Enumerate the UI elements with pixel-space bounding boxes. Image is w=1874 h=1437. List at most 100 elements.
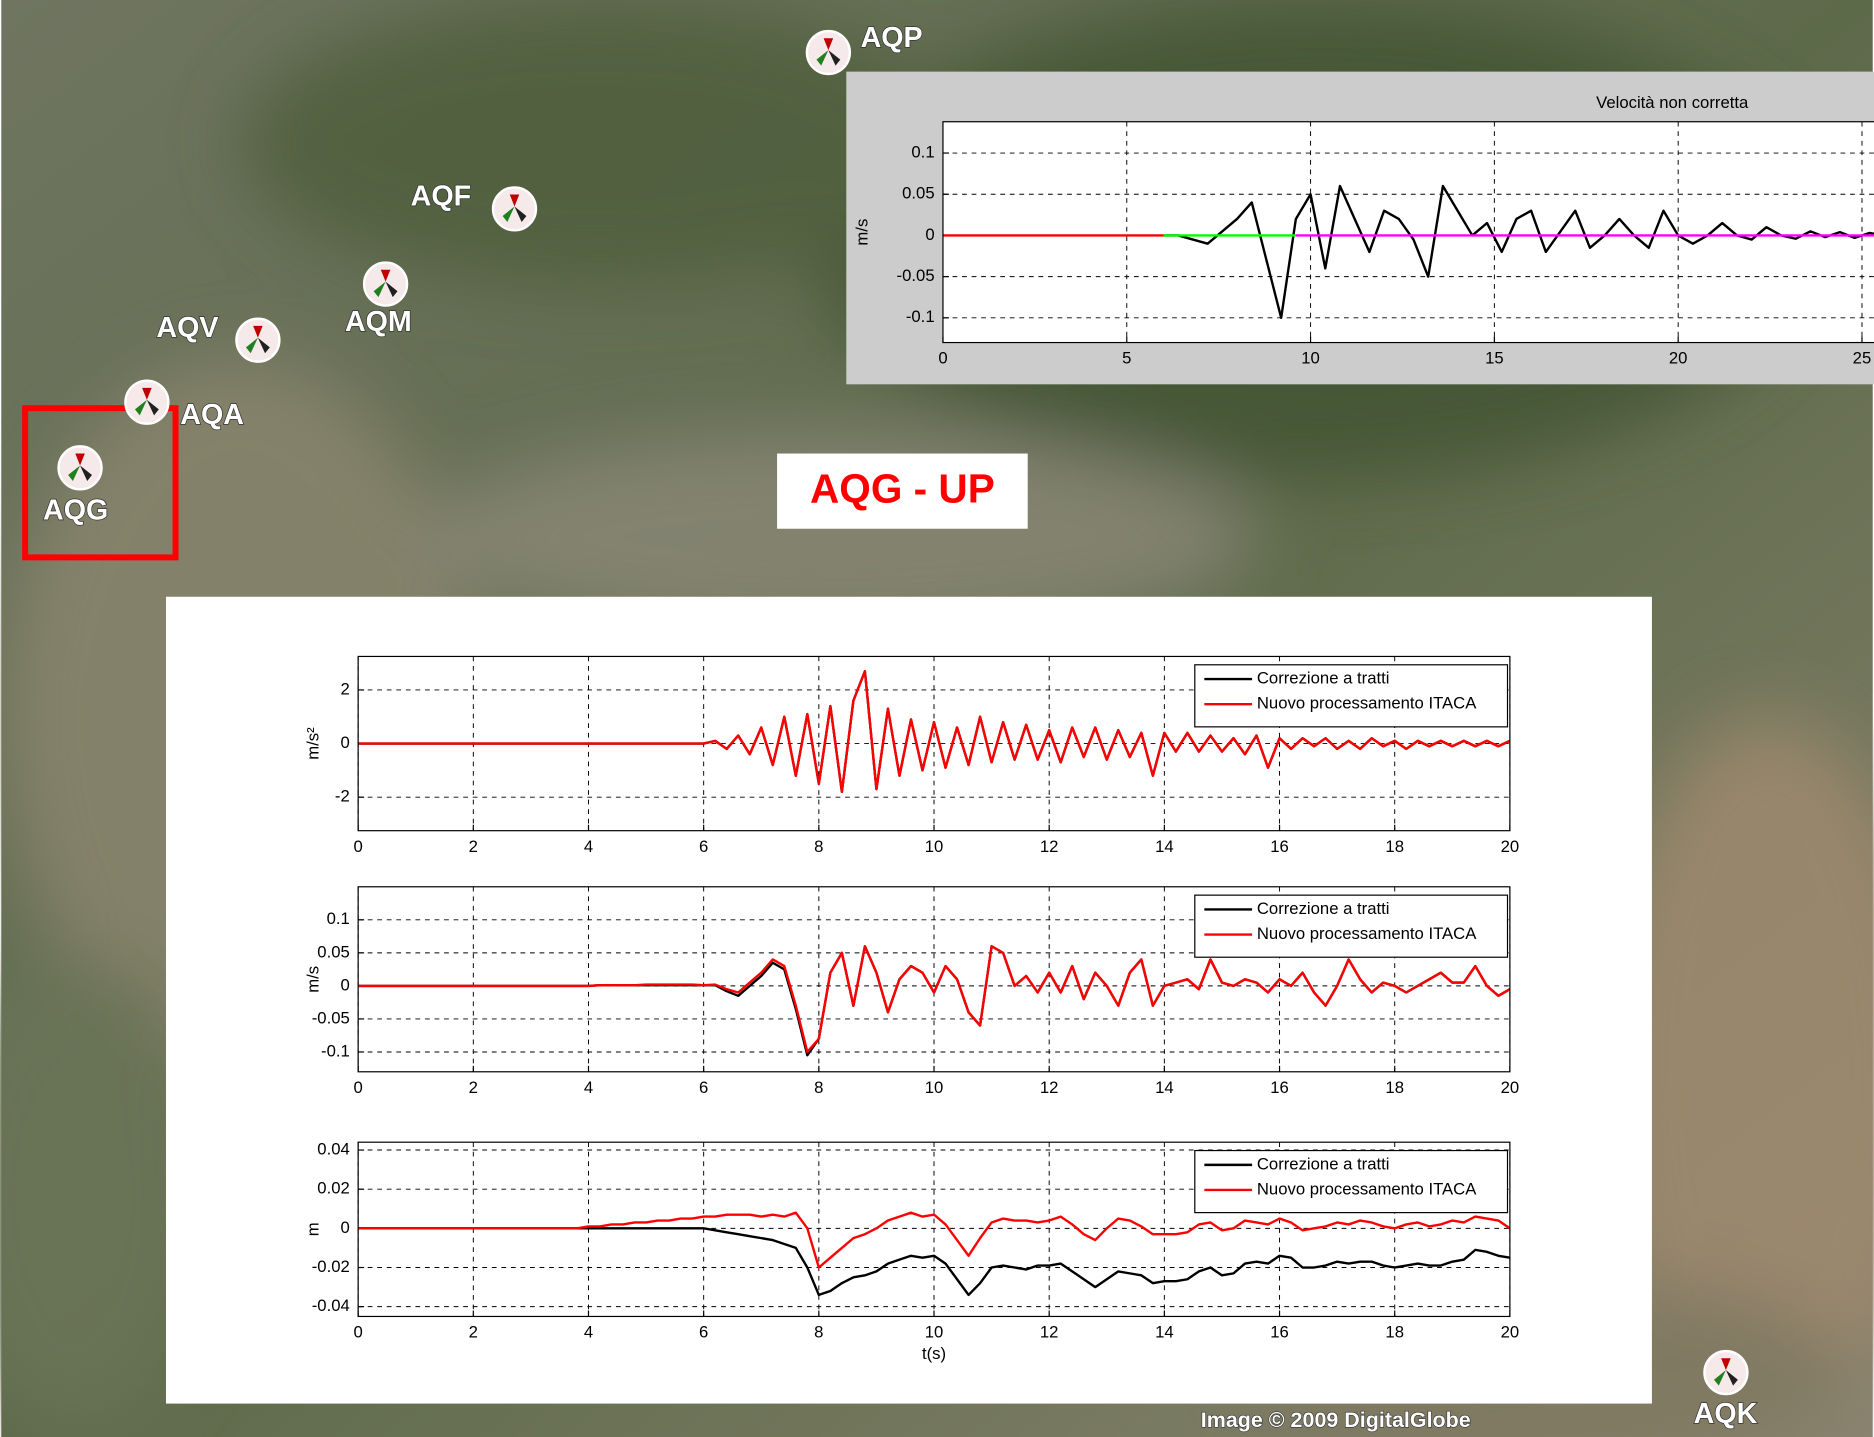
x-tick-label: 4 <box>584 837 593 856</box>
credit: Image © 2009 DigitalGlobe <box>1201 1408 1471 1432</box>
y-axis-label: m <box>303 1222 322 1236</box>
x-tick-label: 4 <box>584 1323 593 1342</box>
station-icon <box>235 317 281 363</box>
legend-box <box>1194 1149 1509 1214</box>
station-label: AQG <box>43 495 108 527</box>
icon-leg <box>823 38 834 51</box>
icon-leg <box>1721 1358 1731 1371</box>
x-tick-label: 16 <box>1270 837 1289 856</box>
chart: 0 2 4 6 8 10 12 14 16 18 20 -2 0 2 m/s² Correzione a tr… <box>303 655 1519 856</box>
legend: Correzione a tratti Nuovo processamento I… <box>1194 894 1509 958</box>
x-axis-label: t(s) <box>922 1344 946 1363</box>
x-tick-label: 10 <box>925 1323 944 1342</box>
x-tick-label: 12 <box>1040 837 1059 856</box>
chart: 0 2 4 6 8 10 12 14 16 18 20 -0.04 -0.02 0 0.02 0.04 m t(s… <box>303 1139 1519 1363</box>
x-tick-label: 6 <box>699 1323 708 1342</box>
x-tick-label: 8 <box>814 837 823 856</box>
icon-leg <box>1713 1370 1726 1386</box>
icon-leg <box>257 337 270 354</box>
icon-leg <box>509 194 520 207</box>
x-tick-label: 5 <box>1122 349 1131 368</box>
x-tick-label: 8 <box>814 1078 823 1097</box>
icon-circle <box>124 379 170 425</box>
x-tick-label: 0 <box>354 1078 363 1097</box>
axes-frame <box>942 121 1874 344</box>
x-tick-label: 15 <box>1485 349 1504 368</box>
x-tick-label: 14 <box>1155 1323 1174 1342</box>
x-tick-label: 10 <box>925 837 944 856</box>
icon-circle <box>362 261 409 307</box>
y-axis-label: m/s² <box>303 727 322 760</box>
station-icon <box>124 379 170 425</box>
axes-frame <box>357 886 1511 1073</box>
data-line <box>358 945 1510 1054</box>
y-tick-label: 0.05 <box>902 184 934 203</box>
icon-circle <box>1703 1349 1749 1396</box>
y-tick-label: 0 <box>925 225 934 244</box>
station-label: AQM <box>345 306 412 338</box>
legend-label: Nuovo processamento ITACA <box>1257 1179 1477 1198</box>
data-line <box>358 1211 1510 1269</box>
y-tick-label: -0.1 <box>906 307 935 326</box>
icon-leg <box>514 206 527 222</box>
icon-leg <box>134 399 147 416</box>
y-tick-label: -2 <box>335 787 350 806</box>
icon-leg <box>502 206 515 222</box>
icon-leg <box>828 50 841 66</box>
heading-box <box>777 453 1028 529</box>
series-group <box>358 945 1510 1057</box>
y-tick-label: -0.1 <box>321 1041 350 1060</box>
y-tick-label: 0.04 <box>317 1139 349 1158</box>
icon-leg <box>68 465 81 481</box>
x-tick-label: 0 <box>938 349 947 368</box>
icon-leg <box>373 281 386 298</box>
x-tick-label: 14 <box>1155 837 1174 856</box>
x-tick-label: 6 <box>699 1078 708 1097</box>
x-tick-label: 2 <box>469 1078 478 1097</box>
station-label: AQK <box>1694 1398 1758 1430</box>
station-label: AQA <box>180 399 244 431</box>
x-tick-label: 12 <box>1040 1078 1059 1097</box>
legend-box <box>1194 894 1509 958</box>
x-tick-label: 0 <box>354 1323 363 1342</box>
legend-label: Nuovo processamento ITACA <box>1257 924 1477 943</box>
x-tick-label: 18 <box>1385 837 1404 856</box>
x-tick-label: 10 <box>1301 349 1320 368</box>
icon-circle <box>805 29 852 76</box>
icon-leg <box>245 337 258 354</box>
x-tick-label: 4 <box>584 1078 593 1097</box>
y-tick-label: 0 <box>341 975 350 994</box>
y-tick-label: -0.05 <box>312 1008 350 1027</box>
station-icon <box>1703 1349 1749 1396</box>
x-tick-label: 16 <box>1270 1323 1289 1342</box>
x-tick-label: 12 <box>1040 1323 1059 1342</box>
icon-leg <box>146 399 159 416</box>
series-group <box>358 1211 1510 1297</box>
y-tick-label: -0.04 <box>312 1296 350 1315</box>
series-group <box>942 184 1874 320</box>
x-tick-label: 0 <box>354 837 363 856</box>
heading: AQG - UP <box>810 465 995 511</box>
y-tick-label: -0.02 <box>312 1257 350 1276</box>
station-label: AQV <box>156 312 218 344</box>
icon-leg <box>75 453 85 466</box>
legend-label: Correzione a tratti <box>1257 669 1390 688</box>
y-tick-label: 0.1 <box>911 142 934 161</box>
x-tick-label: 8 <box>814 1323 823 1342</box>
x-tick-label: 2 <box>469 837 478 856</box>
y-tick-label: 0.02 <box>317 1179 349 1198</box>
x-tick-label: 6 <box>699 837 708 856</box>
legend: Correzione a tratti Nuovo processamento I… <box>1194 1149 1509 1214</box>
x-tick-label: 20 <box>1501 1078 1520 1097</box>
legend-box <box>1194 664 1509 728</box>
x-tick-label: 16 <box>1270 1078 1289 1097</box>
axes-frame <box>357 1141 1511 1318</box>
icon-leg <box>1725 1370 1738 1386</box>
y-tick-label: 0 <box>341 1218 350 1237</box>
y-axis-label: m/s <box>303 966 322 993</box>
y-tick-label: 2 <box>341 679 350 698</box>
y-axis-label: m/s <box>852 219 871 246</box>
chart-title: Velocità non corretta <box>1596 93 1749 112</box>
icon-leg <box>380 269 391 282</box>
